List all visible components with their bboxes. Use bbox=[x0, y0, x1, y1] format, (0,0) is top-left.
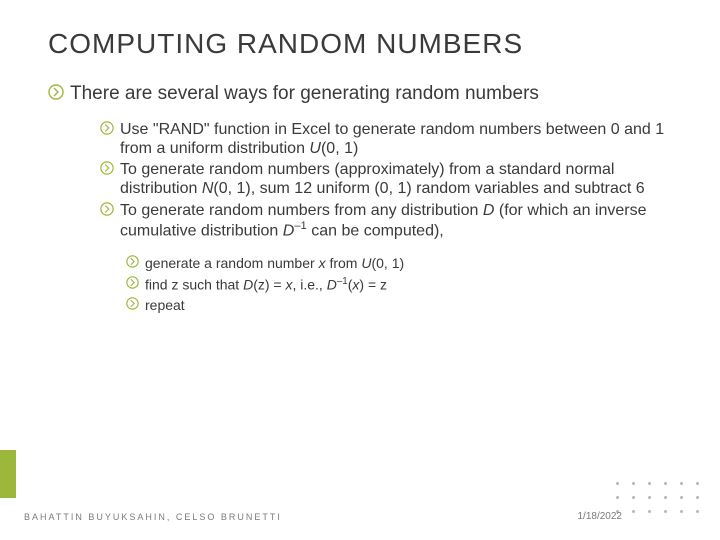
bullet-level3-text: generate a random number x from U(0, 1) bbox=[145, 254, 404, 274]
slide-title: COMPUTING RANDOM NUMBERS bbox=[48, 28, 680, 60]
bullet-level2-text: To generate random numbers from any dist… bbox=[120, 201, 680, 241]
arrow-bullet-icon bbox=[126, 297, 139, 310]
bullet-level3: find z such that D(z) = x, i.e., D–1(x) … bbox=[126, 275, 680, 295]
arrow-bullet-icon bbox=[126, 255, 139, 268]
footer-authors: BAHATTIN BUYUKSAHIN, CELSO BRUNETTI bbox=[24, 512, 282, 522]
bullet-level3-text: find z such that D(z) = x, i.e., D–1(x) … bbox=[145, 275, 387, 295]
level3-list: generate a random number x from U(0, 1) … bbox=[48, 254, 680, 315]
bullet-level2: Use "RAND" function in Excel to generate… bbox=[100, 120, 680, 158]
accent-bar bbox=[0, 450, 16, 498]
bullet-level3: repeat bbox=[126, 296, 680, 316]
bullet-level3-text: repeat bbox=[145, 296, 185, 316]
bullet-level2-text: Use "RAND" function in Excel to generate… bbox=[120, 120, 680, 158]
bullet-level2-text: To generate random numbers (approximatel… bbox=[120, 160, 680, 198]
bullet-level2: To generate random numbers (approximatel… bbox=[100, 160, 680, 198]
bullet-level1-text: There are several ways for generating ra… bbox=[70, 82, 539, 106]
bullet-level3: generate a random number x from U(0, 1) bbox=[126, 254, 680, 274]
decorative-dots bbox=[616, 482, 706, 520]
slide: COMPUTING RANDOM NUMBERS There are sever… bbox=[0, 0, 720, 540]
arrow-bullet-icon bbox=[100, 161, 114, 175]
footer-date: 1/18/2022 bbox=[578, 511, 623, 522]
arrow-bullet-icon bbox=[100, 121, 114, 135]
arrow-bullet-icon bbox=[48, 84, 64, 100]
bullet-level1: There are several ways for generating ra… bbox=[48, 82, 680, 106]
level2-list: Use "RAND" function in Excel to generate… bbox=[48, 120, 680, 240]
bullet-level2: To generate random numbers from any dist… bbox=[100, 201, 680, 241]
arrow-bullet-icon bbox=[126, 276, 139, 289]
arrow-bullet-icon bbox=[100, 202, 114, 216]
